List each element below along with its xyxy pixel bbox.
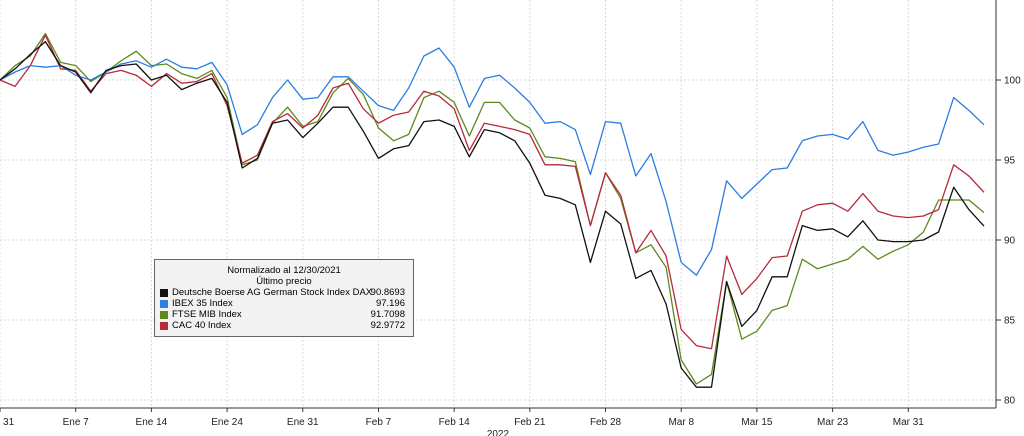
x-tick-label: Ene 14 [136, 417, 168, 428]
legend-swatch-ftse-mib [160, 311, 168, 319]
y-tick-label: 95 [1004, 156, 1016, 167]
legend-title: Normalizado al 12/30/2021 [227, 265, 341, 276]
y-tick-label: 80 [1004, 396, 1016, 407]
x-axis-ticks: Dic 31 Ene 7 Ene 14 Ene 24 Ene 31 Feb 7 Feb 14… [0, 408, 924, 428]
legend-subtitle: Último precio [256, 276, 312, 287]
y-axis-ticks: 80 85 90 95 100 [996, 76, 1021, 407]
y-tick-label: 90 [1004, 236, 1016, 247]
legend-item-cac: CAC 40 Index 92.9772 [160, 320, 413, 331]
legend-label-ibex: IBEX 35 Index [172, 298, 233, 309]
legend-label-dax: Deutsche Boerse AG German Stock Index DA… [172, 287, 373, 298]
x-tick-label: Ene 7 [63, 417, 90, 428]
x-tick-label: Feb 7 [366, 417, 392, 428]
series-line-deutsche [0, 40, 985, 388]
x-tick-label: Feb 14 [439, 417, 471, 428]
series-lines [0, 32, 985, 388]
legend-value-ftse-mib: 91.7098 [370, 309, 405, 320]
x-tick-label: Feb 28 [590, 417, 622, 428]
x-tick-label: Mar 23 [817, 417, 849, 428]
x-tick-label: Mar 15 [741, 417, 773, 428]
series-line-ibex [0, 47, 985, 276]
y-tick-label: 85 [1004, 316, 1016, 327]
x-tick-label: Feb 21 [514, 417, 546, 428]
x-tick-label: Ene 24 [211, 417, 243, 428]
legend: Normalizado al 12/30/2021 Último precio … [154, 259, 414, 337]
y-tick-label: 100 [1004, 76, 1021, 87]
series-line-ftse [0, 32, 985, 385]
legend-swatch-cac [160, 322, 168, 330]
x-axis-label: 2022 [487, 429, 510, 436]
legend-value-cac: 92.9772 [370, 320, 405, 331]
legend-item-ftse-mib: FTSE MIB Index 91.7098 [160, 309, 413, 320]
x-tick-label: Mar 31 [893, 417, 925, 428]
x-tick-label: Mar 8 [668, 417, 694, 428]
legend-label-cac: CAC 40 Index [172, 320, 232, 331]
legend-label-ftse-mib: FTSE MIB Index [172, 309, 242, 320]
legend-item-dax: Deutsche Boerse AG German Stock Index DA… [160, 287, 413, 298]
series-line-cac [0, 34, 985, 350]
x-tick-label: Dic 31 [0, 417, 15, 428]
legend-swatch-ibex [160, 300, 168, 308]
legend-swatch-dax [160, 289, 168, 297]
legend-value-dax: 90.8693 [370, 287, 405, 298]
legend-item-ibex: IBEX 35 Index 97.196 [160, 298, 413, 309]
legend-value-ibex: 97.196 [375, 298, 405, 309]
x-tick-label: Ene 31 [287, 417, 319, 428]
y-gridlines [0, 79, 996, 401]
